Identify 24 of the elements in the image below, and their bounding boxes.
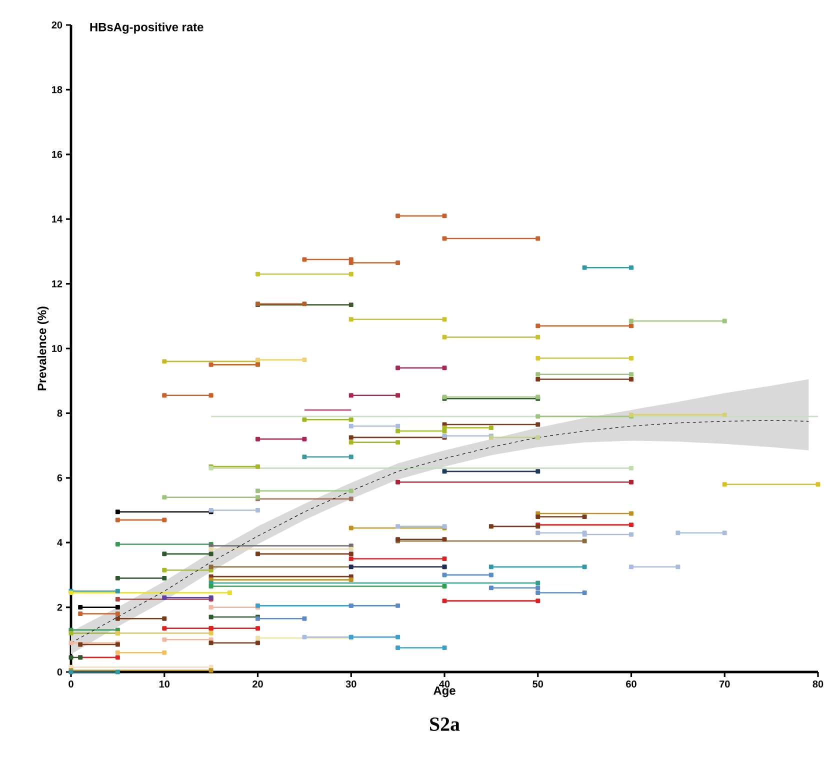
x-tick-label: 10	[159, 680, 170, 688]
x-tick-label: 0	[68, 680, 74, 688]
x-axis-title: Age	[434, 686, 456, 698]
x-tick-label: 50	[532, 680, 544, 688]
y-tick-label: 14	[52, 216, 62, 223]
x-tick-label: 60	[626, 680, 636, 688]
y-tick-label: 20	[52, 21, 62, 29]
x-tick-label: 80	[812, 680, 824, 688]
y-tick-label: 2	[57, 604, 62, 611]
y-tick-label: 6	[57, 474, 62, 482]
y-tick-label: 18	[52, 86, 62, 94]
y-tick-label: 8	[57, 410, 62, 417]
y-axis-title: Prevalence (%)	[37, 306, 49, 390]
y-tick-label: 0	[57, 668, 62, 676]
y-tick-label: 16	[52, 150, 62, 158]
x-tick-label: 20	[252, 680, 263, 688]
chart-title: HBsAg-positive rate	[90, 22, 204, 34]
y-tick-label: 10	[52, 344, 62, 352]
y-tick-label: 4	[57, 539, 62, 546]
x-tick-label: 70	[720, 680, 730, 688]
text: S2a	[430, 718, 460, 731]
x-tick-label: 40	[439, 680, 450, 688]
y-tick-label: 12	[52, 280, 62, 288]
x-tick-label: 30	[346, 680, 356, 688]
